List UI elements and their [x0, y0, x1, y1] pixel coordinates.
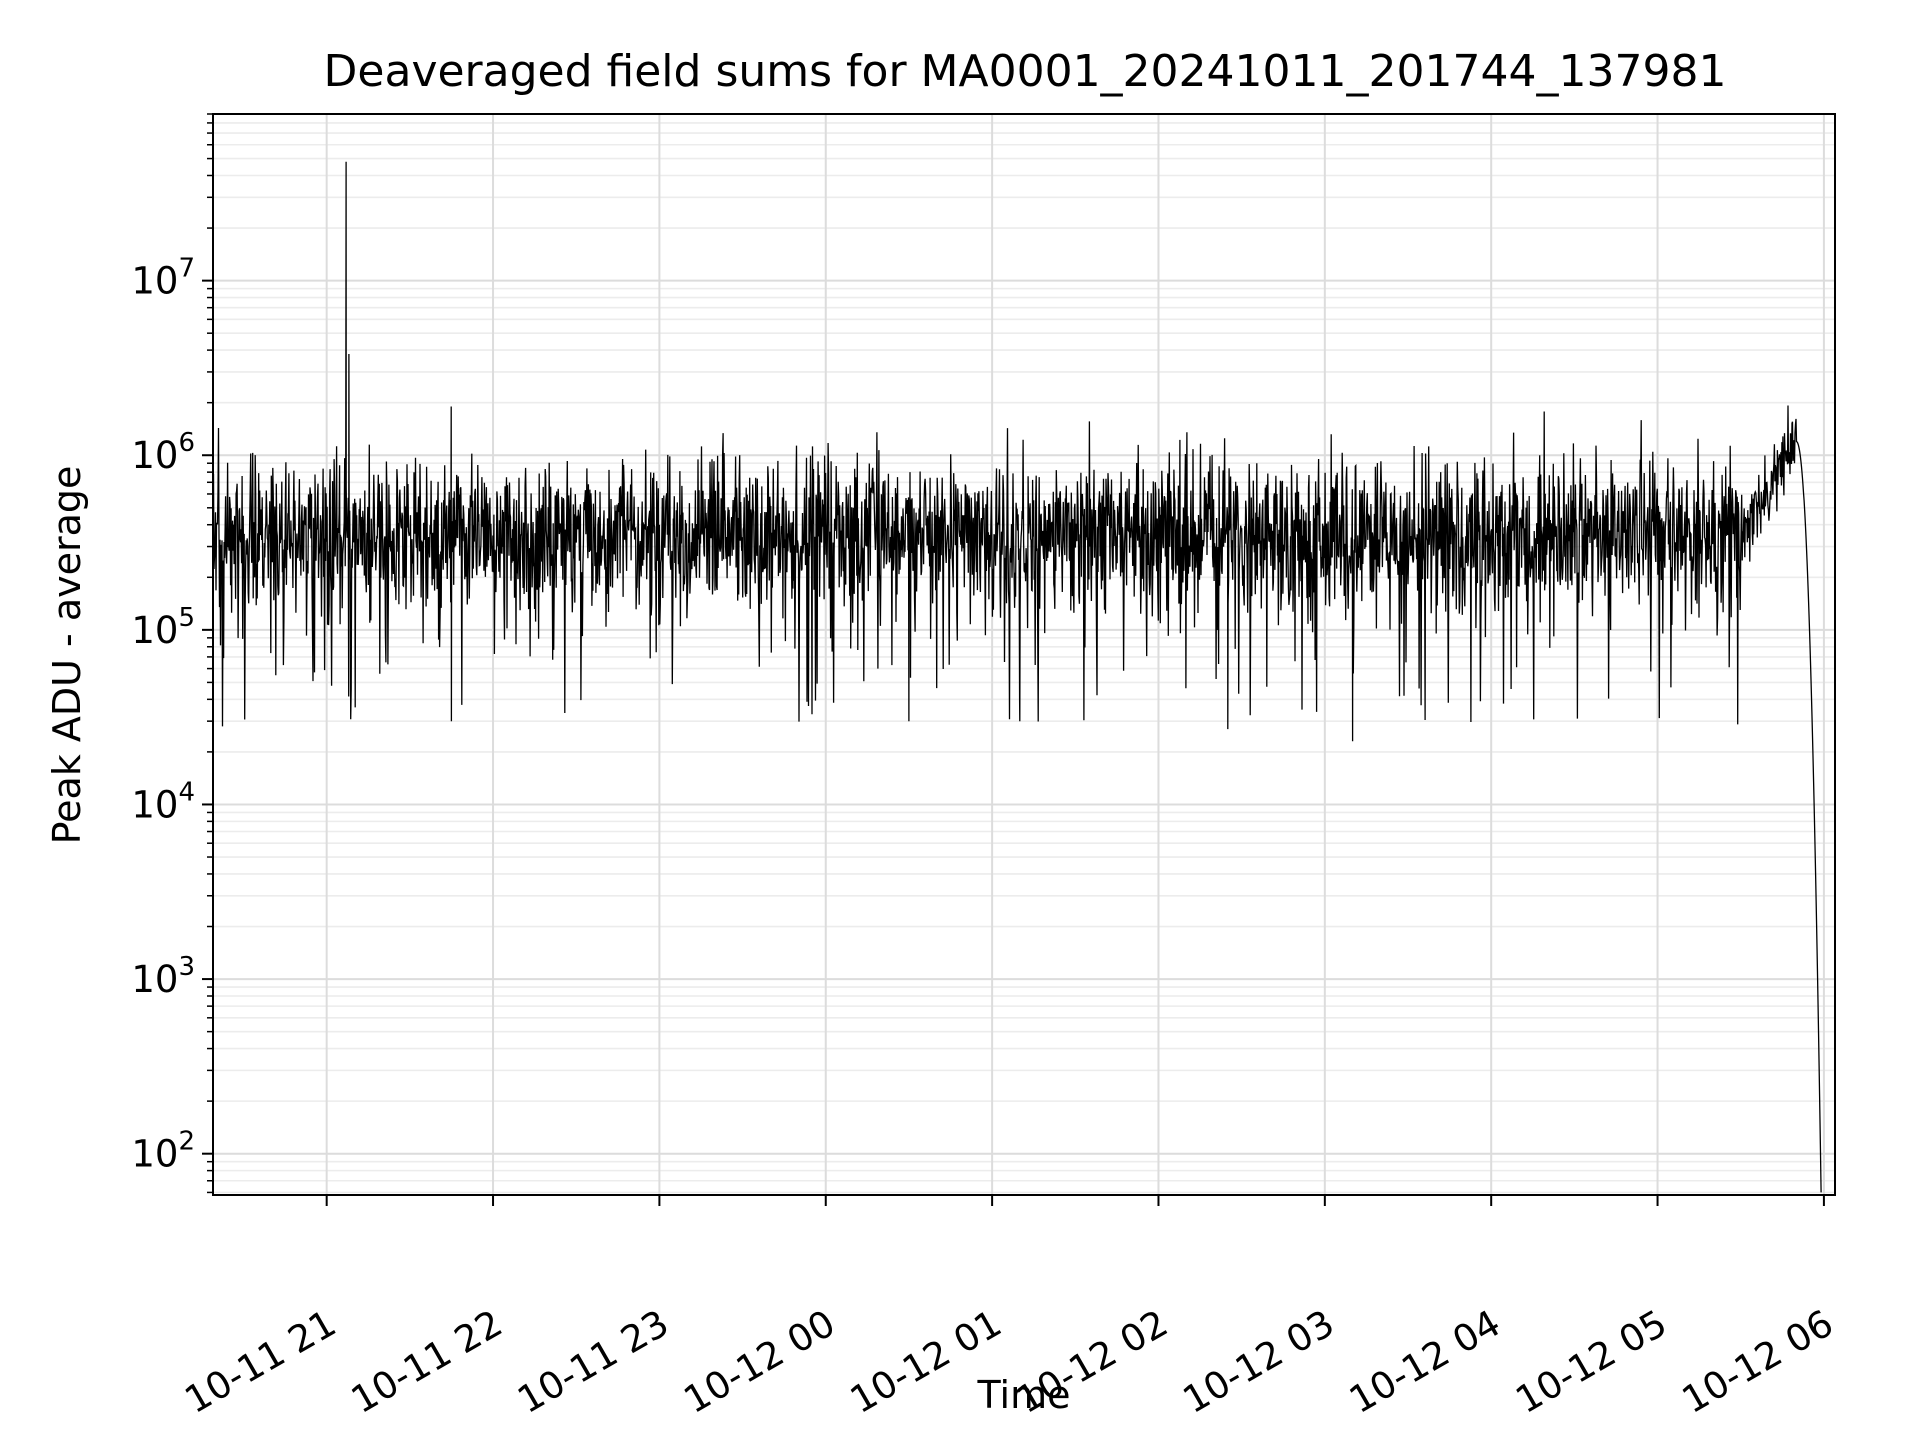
plot-frame: [212, 113, 1836, 1196]
y-axis: 102 103 104 105 106 107: [131, 113, 213, 1194]
y-tick-label: 106: [131, 428, 195, 477]
series-line: [212, 161, 1822, 1193]
y-tick-label: 103: [131, 952, 195, 1001]
chart-title: Deaveraged field sums for MA0001_2024101…: [324, 46, 1727, 97]
y-tick-label: 107: [131, 254, 195, 303]
x-axis-label: Time: [977, 1373, 1071, 1417]
y-tick-label: 102: [131, 1127, 195, 1176]
y-tick-label: 104: [131, 777, 195, 826]
y-axis-label: Peak ADU - average: [45, 466, 89, 845]
y-tick-label: 105: [131, 603, 195, 652]
